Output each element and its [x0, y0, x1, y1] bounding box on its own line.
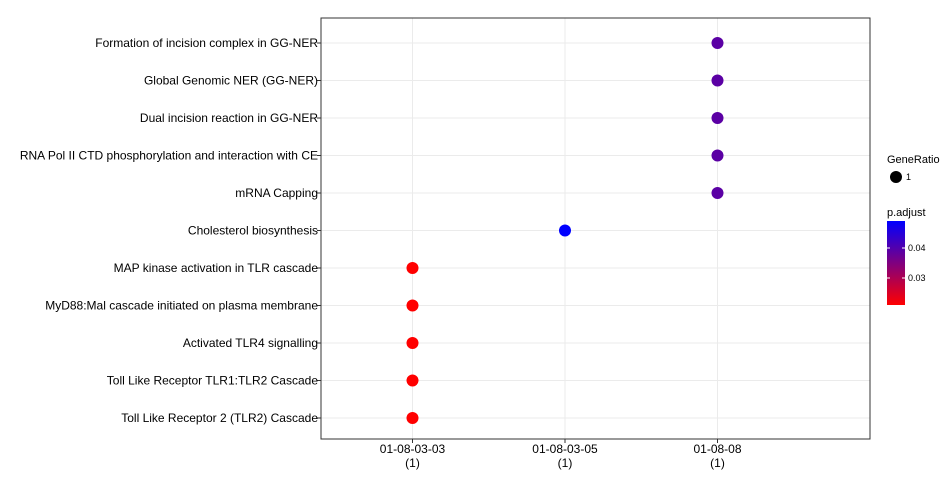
color-legend-tick-label: 0.04 — [908, 243, 926, 253]
data-point — [559, 224, 571, 237]
x-tick-count-label: (1) — [405, 456, 420, 470]
y-tick-label: MAP kinase activation in TLR cascade — [114, 261, 319, 275]
x-tick-count-label: (1) — [558, 456, 573, 470]
y-tick-label: Cholesterol biosynthesis — [188, 224, 318, 238]
y-tick-label: MyD88:Mal cascade initiated on plasma me… — [45, 299, 318, 313]
y-axis: Formation of incision complex in GG-NER G… — [20, 36, 321, 425]
size-legend-key — [890, 171, 902, 183]
data-point — [711, 74, 724, 87]
data-point — [711, 37, 724, 49]
legend: GeneRatio 1 p.adjust 0.03 0.04 — [887, 154, 940, 305]
plot-panel — [321, 18, 870, 439]
color-legend-title: p.adjust — [887, 207, 926, 219]
color-legend-bar — [887, 221, 905, 305]
data-point — [711, 149, 724, 162]
data-point — [711, 187, 724, 199]
color-legend-ticks: 0.03 0.04 — [887, 243, 926, 283]
x-tick-label: 01-08-03-03 — [380, 442, 446, 456]
data-point — [406, 299, 419, 312]
y-tick-label: mRNA Capping — [235, 186, 318, 200]
data-point — [711, 112, 724, 124]
y-tick-label: Dual incision reaction in GG-NER — [140, 111, 318, 125]
x-tick-label: 01-08-03-05 — [532, 442, 598, 456]
color-legend-tick-label: 0.03 — [908, 273, 926, 283]
data-point — [406, 337, 419, 349]
data-points — [406, 37, 724, 424]
x-tick-count-label: (1) — [710, 456, 725, 470]
size-legend-entries: 1 — [890, 171, 911, 183]
data-point — [406, 412, 419, 424]
data-point — [406, 262, 419, 274]
y-tick-label: Activated TLR4 signalling — [183, 336, 318, 350]
x-tick-label: 01-08-08 — [693, 442, 741, 456]
y-tick-label: RNA Pol II CTD phosphorylation and inter… — [20, 149, 318, 163]
data-point — [406, 374, 419, 387]
plot-border — [320, 17, 871, 440]
y-tick-label: Toll Like Receptor TLR1:TLR2 Cascade — [107, 374, 319, 388]
y-tick-label: Global Genomic NER (GG-NER) — [144, 74, 318, 88]
x-axis: 01-08-03-03(1)01-08-03-05(1)01-08-08(1) — [380, 439, 742, 470]
y-tick-label: Formation of incision complex in GG-NER — [95, 36, 318, 50]
size-legend-label: 1 — [906, 172, 911, 182]
size-legend-title: GeneRatio — [887, 154, 940, 166]
y-tick-label: Toll Like Receptor 2 (TLR2) Cascade — [121, 411, 318, 425]
